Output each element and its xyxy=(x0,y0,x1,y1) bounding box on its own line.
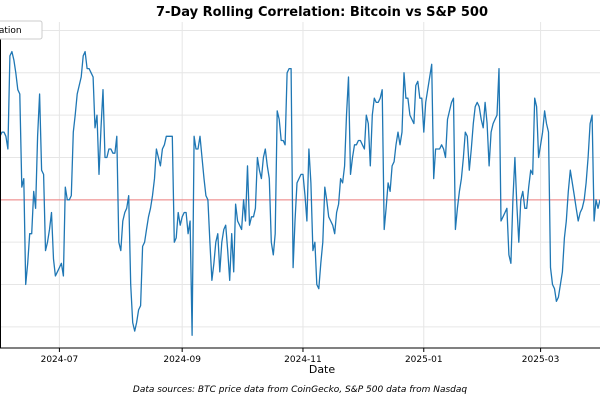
data-source-caption: Data sources: BTC price data from CoinGe… xyxy=(133,385,467,395)
x-tick-label: 2024-09 xyxy=(163,355,201,365)
x-axis-ticks: 2024-07 2024-09 2024-11 2025-01 2025-03 xyxy=(41,348,560,365)
chart-title: 7-Day Rolling Correlation: Bitcoin vs S&… xyxy=(156,5,488,20)
series-layer xyxy=(0,50,600,336)
plot-area xyxy=(0,22,600,349)
legend-entry-correlation: Correlation xyxy=(0,26,22,36)
grid-layer xyxy=(0,22,600,348)
x-axis-label: Date xyxy=(309,363,336,376)
x-tick-label: 2025-03 xyxy=(522,355,560,365)
x-tick-label: 2025-01 xyxy=(405,355,443,365)
legend-box xyxy=(0,20,43,40)
correlation-series-line xyxy=(0,50,600,336)
legend: Correlation xyxy=(0,20,43,40)
x-tick-label: 2024-07 xyxy=(41,355,79,365)
x-tick-label: 2024-11 xyxy=(284,355,322,365)
